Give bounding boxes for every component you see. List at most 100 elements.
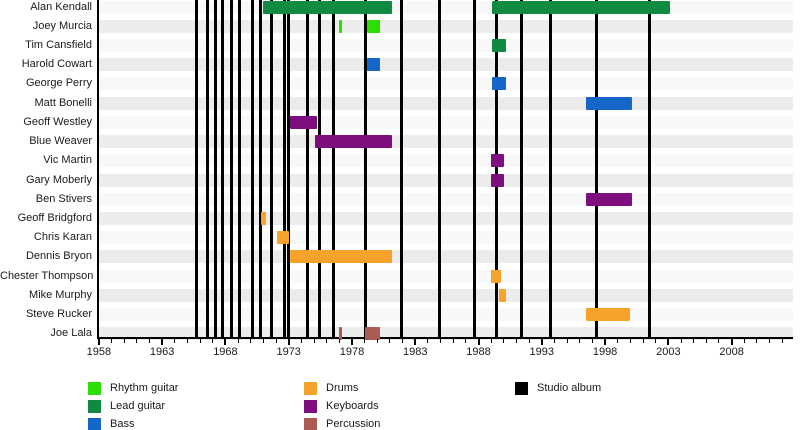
studio-album-line [229,0,233,339]
x-axis-minor-tick [389,339,391,343]
x-axis-major-tick [224,339,227,345]
x-axis-tick-label: 1978 [339,346,365,358]
member-name: Vic Martin [43,154,92,167]
studio-album-line [473,0,477,339]
x-axis-major-tick [477,339,480,345]
x-axis-minor-tick [452,339,454,343]
x-axis-minor-tick [186,339,188,343]
studio-album-line [195,0,199,339]
x-axis-minor-tick [591,339,593,343]
x-axis-minor-tick [579,339,581,343]
row-band [97,231,793,245]
x-axis-minor-tick [262,339,264,343]
legend-swatch-percussion [304,418,317,430]
x-axis-tick-label: 1993 [529,346,555,358]
timeline-bar-drums [499,288,507,302]
x-axis-major-tick [667,339,670,345]
row-band [97,288,793,302]
x-axis-minor-tick [743,339,745,343]
x-axis-minor-tick [275,339,277,343]
x-axis-minor-tick [553,339,555,343]
member-name: Joey Murcia [32,19,92,32]
member-name: Alan Kendall [30,0,92,13]
x-axis-minor-tick [718,339,720,343]
timeline-bar-rhythm-guitar [366,19,380,33]
x-axis-major-tick [540,339,543,345]
member-name: Harold Cowart [21,58,92,71]
x-axis-minor-tick [503,339,505,343]
member-name: Gary Moberly [25,173,92,186]
x-axis-minor-tick [655,339,657,343]
x-axis-major-tick [730,339,733,345]
x-axis-major-tick [97,339,100,345]
x-axis-minor-tick [617,339,619,343]
x-axis-tick-label: 1983 [403,346,428,358]
timeline-bar-drums [586,308,631,322]
x-axis-tick-label: 1958 [86,346,112,358]
studio-album-line [437,0,441,339]
x-axis-minor-tick [123,339,125,343]
x-axis-tick-label: 1968 [213,346,238,358]
x-axis-minor-tick [427,339,429,343]
timeline-bar-rhythm-guitar [339,19,343,33]
row-band [97,115,793,129]
timeline-bar-drums [276,231,289,245]
timeline-bar-percussion [339,327,343,341]
x-axis-tick-label: 1988 [466,346,491,358]
row-band [97,308,793,322]
timeline-bar-drums [491,269,502,283]
x-axis-minor-tick [756,339,758,343]
member-name: Joe Lala [50,327,92,340]
x-axis-major-tick [350,339,353,345]
studio-album-line [287,0,291,339]
studio-album-line [548,0,552,339]
timeline-bar-keyboards [491,154,504,168]
row-band [97,38,793,52]
x-axis-tick-label: 1973 [276,346,301,358]
timeline-bar-keyboards [491,173,504,187]
studio-album-line [251,0,255,339]
row-band [97,19,793,33]
member-name: Chester Thompson [0,269,94,282]
x-axis-minor-tick [376,339,378,343]
x-axis-minor-tick [174,339,176,343]
legend-swatch-rhythm-guitar [88,382,101,395]
row-band [97,212,793,226]
x-axis-minor-tick [313,339,315,343]
x-axis-major-tick [287,339,290,345]
member-name: Chris Karan [33,231,92,244]
x-axis-minor-tick [250,339,252,343]
timeline-plot-area [97,0,793,341]
studio-album-line [594,0,598,339]
studio-album-line [238,0,242,339]
member-name: Tim Cansfield [25,38,92,51]
x-axis-minor-tick [680,339,682,343]
legend-label-keyboards: Keyboards [326,400,379,412]
x-axis-minor-tick [111,339,113,343]
row-band [97,269,793,283]
studio-album-line [318,0,322,339]
studio-album-line [364,0,368,339]
x-axis-minor-tick [326,339,328,343]
x-axis-minor-tick [781,339,783,343]
member-name: Geoff Westley [23,115,92,128]
row-band [97,192,793,206]
timeline-bar-keyboards [289,115,317,129]
x-axis-minor-tick [515,339,517,343]
timeline-bar-lead-guitar [492,0,670,14]
x-axis-minor-tick [440,339,442,343]
member-name: Dennis Bryon [25,250,92,263]
legend-swatch-lead-guitar [88,400,101,413]
timeline-bar-drums [289,250,393,264]
x-axis-minor-tick [149,339,151,343]
x-axis-line [97,337,793,339]
legend-swatch-bass [88,418,101,430]
legend-label-lead-guitar: Lead guitar [110,400,166,412]
legend-swatch-studio-album [515,382,528,395]
studio-album-line [647,0,651,339]
x-axis-major-tick [604,339,607,345]
studio-album-line [205,0,209,339]
x-axis-minor-tick [528,339,530,343]
plot-left-border [97,0,99,339]
